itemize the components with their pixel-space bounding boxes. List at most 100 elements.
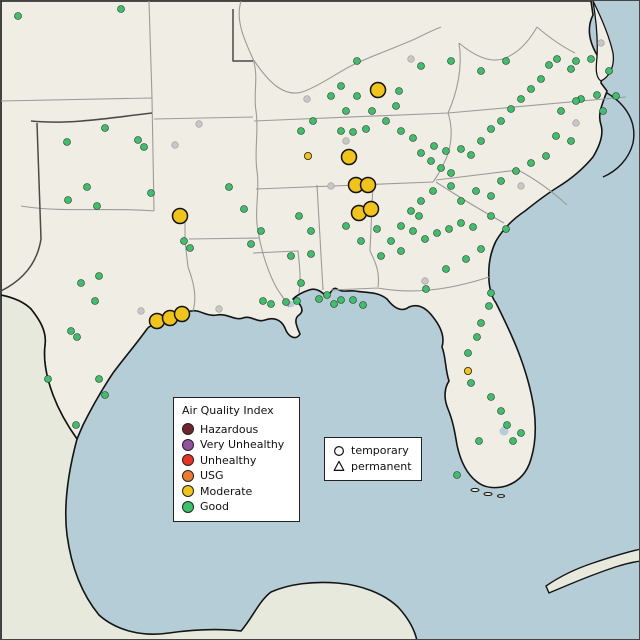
aqi-legend: Air Quality Index Hazardous Very Unhealt… [173, 397, 300, 522]
marker-good [447, 182, 455, 190]
marker-good [101, 391, 109, 399]
marker-good [395, 87, 403, 95]
marker-good [77, 279, 85, 287]
marker-good [545, 61, 553, 69]
marker-missing [171, 141, 179, 149]
marker-good [429, 187, 437, 195]
marker-good [342, 222, 350, 230]
marker-good [497, 117, 505, 125]
aqi-legend-title: Air Quality Index [182, 404, 274, 417]
marker-good [457, 145, 465, 153]
marker-good [73, 333, 81, 341]
legend-item-temporary: temporary [333, 443, 412, 459]
marker-good [95, 375, 103, 383]
marker-good [427, 157, 435, 165]
lake-okeechobee [499, 426, 509, 436]
marker-good [447, 169, 455, 177]
temporary-circle-icon [333, 445, 345, 457]
marker-good [503, 421, 511, 429]
marker-good [517, 429, 525, 437]
marker-missing [421, 277, 429, 285]
marker-good [464, 349, 472, 357]
marker-good [512, 167, 520, 175]
marker-good [477, 67, 485, 75]
marker-good [517, 95, 525, 103]
florida-keys [470, 487, 505, 498]
region-borders [1, 9, 253, 292]
marker-good [442, 265, 450, 273]
legend-label: USG [200, 469, 224, 482]
marker-missing [407, 55, 415, 63]
marker-good [359, 301, 367, 309]
marker-good [293, 297, 301, 305]
marker-good [467, 379, 475, 387]
marker-good [462, 255, 470, 263]
marker-good [357, 237, 365, 245]
marker-good [63, 138, 71, 146]
outer-banks-coast [602, 92, 635, 178]
marker-good [309, 117, 317, 125]
marker-good [417, 197, 425, 205]
marker-good [502, 225, 510, 233]
marker-good [477, 319, 485, 327]
marker-good [453, 471, 461, 479]
unhealthy-swatch-icon [182, 454, 194, 467]
marker-good [307, 227, 315, 235]
marker-missing [215, 305, 223, 313]
marker-good [337, 82, 345, 90]
marker-good [353, 92, 361, 100]
marker-good [567, 65, 575, 73]
marker-good [509, 437, 517, 445]
legend-label: Hazardous [200, 422, 259, 436]
legend-item-moderate: Moderate [182, 484, 290, 500]
marker-good [140, 143, 148, 151]
marker-good [323, 291, 331, 299]
marker-good [467, 151, 475, 159]
marker-good [475, 437, 483, 445]
marker-good [612, 92, 620, 100]
marker-good [567, 137, 575, 145]
marker-good [297, 279, 305, 287]
marker-good [507, 105, 515, 113]
marker-good [502, 57, 510, 65]
marker-good [315, 295, 323, 303]
marker-good [497, 177, 505, 185]
marker-good [487, 289, 495, 297]
marker-good [353, 57, 361, 65]
marker-good [44, 375, 52, 383]
legend-item-very-unhealthy: Very Unhealthy [182, 437, 290, 453]
marker-good [457, 197, 465, 205]
usg-swatch-icon [182, 469, 194, 482]
hazardous-swatch-icon [182, 423, 194, 436]
marker-good [587, 55, 595, 63]
legend-label: Unhealthy [200, 453, 257, 467]
legend-label: permanent [351, 459, 412, 473]
legend-label: temporary [351, 444, 409, 457]
marker-good [407, 207, 415, 215]
marker-good [442, 147, 450, 155]
marker-good [101, 124, 109, 132]
marker-good [267, 300, 275, 308]
marker-good [327, 92, 335, 100]
marker-good [337, 127, 345, 135]
marker-good [542, 152, 550, 160]
moderate-swatch-icon [182, 485, 194, 498]
marker-moderate [171, 207, 189, 225]
legend-item-usg: USG [182, 468, 290, 484]
marker-missing [327, 182, 335, 190]
marker-good [430, 142, 438, 150]
marker-good [421, 235, 429, 243]
marker-good [605, 67, 613, 75]
marker-good [67, 327, 75, 335]
marker-missing [303, 95, 311, 103]
marker-good [147, 189, 155, 197]
legend-item-unhealthy: Unhealthy [182, 453, 290, 469]
marker-good [247, 240, 255, 248]
legend-label: Very Unhealthy [200, 438, 285, 451]
marker-good [472, 187, 480, 195]
marker-good [64, 196, 72, 204]
marker-good [180, 237, 188, 245]
marker-good [297, 127, 305, 135]
marker-moderate [359, 176, 377, 194]
